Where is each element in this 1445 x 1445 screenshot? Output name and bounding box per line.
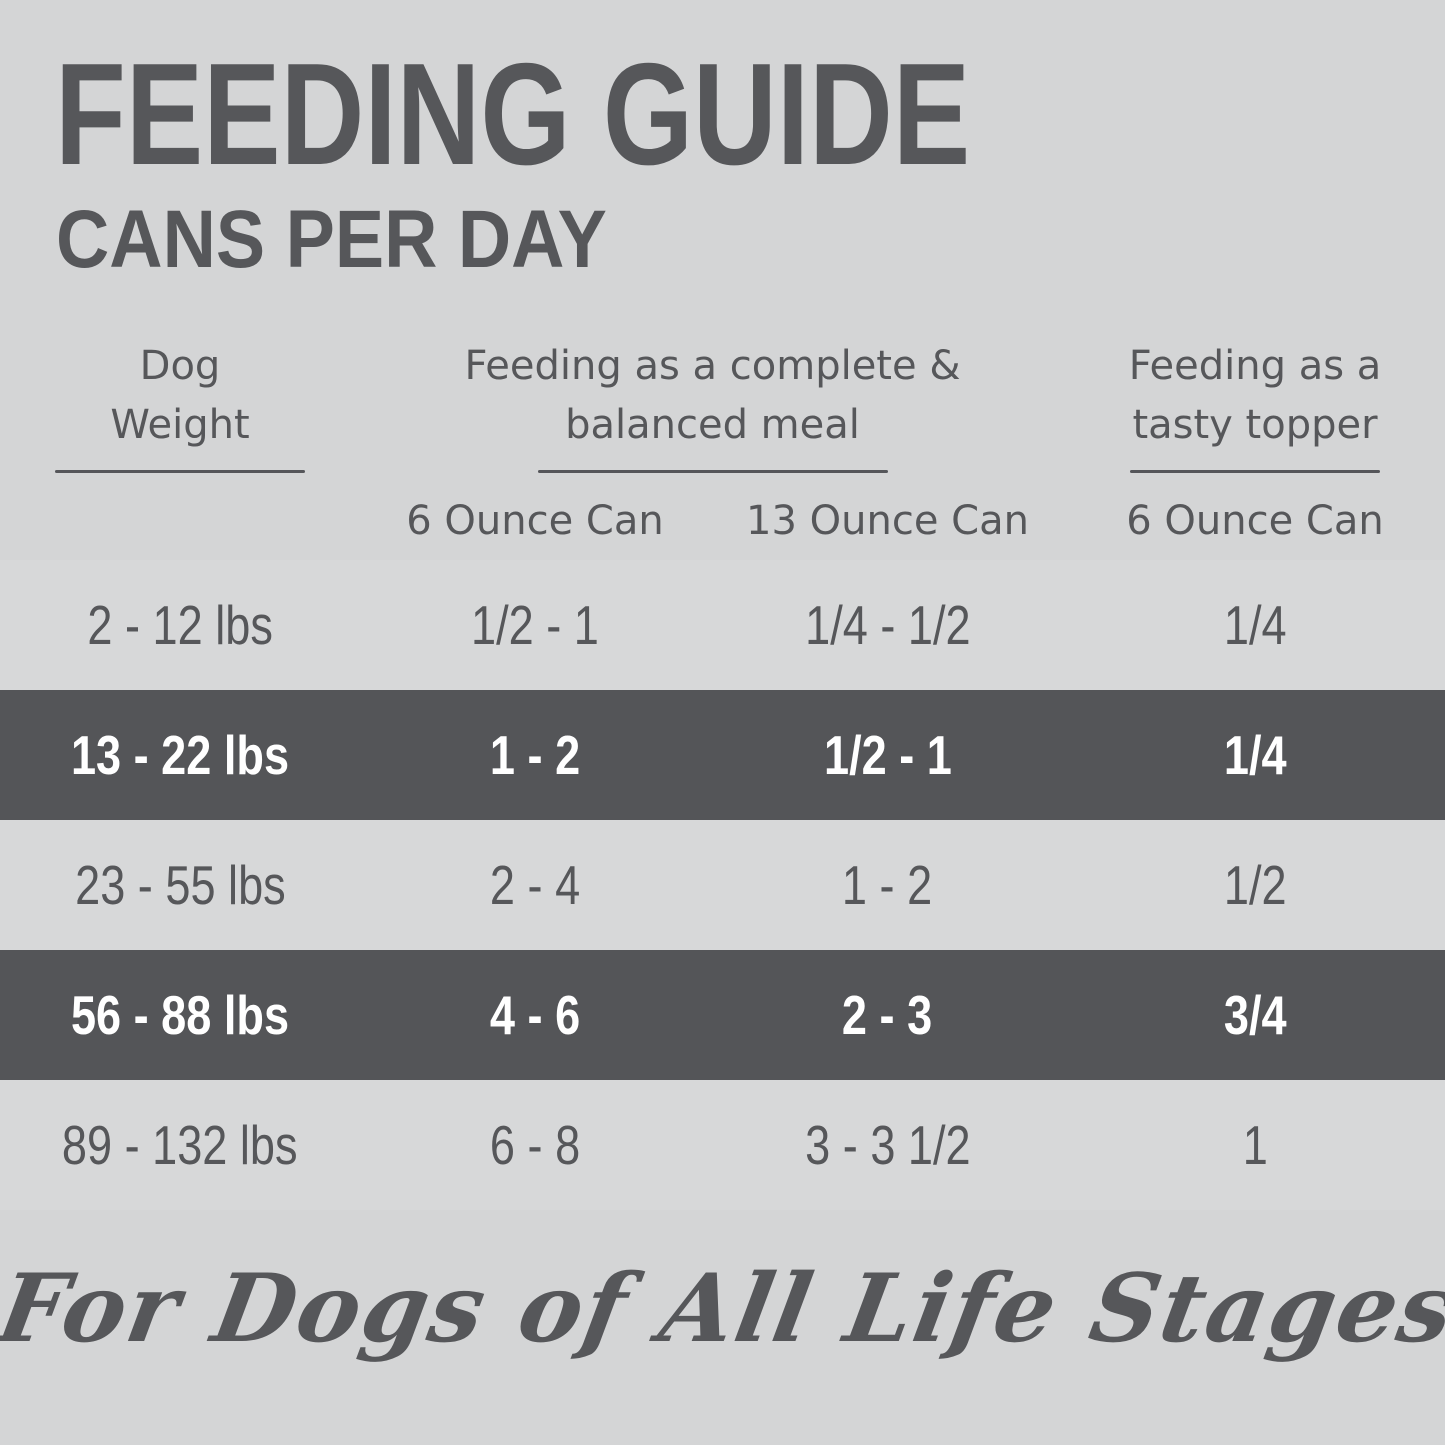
- col-header-tasty-topper: Feeding as a tasty topper: [1128, 343, 1382, 448]
- cell-6oz-cans: 4 - 6: [489, 983, 581, 1046]
- cell-6oz-cans: 1/2 - 1: [471, 593, 599, 656]
- table-row: 56 - 88 lbs 4 - 6 2 - 3 3/4: [0, 950, 1445, 1080]
- cell-dog-weight: 89 - 132 lbs: [62, 1113, 298, 1176]
- cell-topper-cans: 1/4: [1223, 593, 1287, 656]
- subheader-6oz-topper-can: 6 Ounce Can: [1126, 498, 1384, 544]
- tagline-script: For Dogs of All Life Stages: [0, 1254, 1445, 1364]
- cell-dog-weight: 23 - 55 lbs: [74, 853, 286, 916]
- col-header-complete-meal-cell: Feeding as a complete & balanced meal: [360, 337, 1065, 473]
- table-row: 2 - 12 lbs 1/2 - 1 1/4 - 1/2 1/4: [0, 560, 1445, 690]
- cell-13oz-cans: 1 - 2: [842, 853, 933, 916]
- page-title: FEEDING GUIDE: [55, 33, 971, 195]
- table-header-row: Dog Weight Feeding as a complete & balan…: [0, 337, 1445, 473]
- cell-13oz-cans: 3 - 3 1/2: [804, 1113, 971, 1176]
- col-header-complete-meal: Feeding as a complete & balanced meal: [464, 343, 961, 448]
- table-body: 2 - 12 lbs 1/2 - 1 1/4 - 1/2 1/4 13 - 22…: [0, 560, 1445, 1210]
- cell-6oz-cans: 6 - 8: [489, 1113, 581, 1176]
- cell-topper-cans: 1: [1242, 1113, 1268, 1176]
- title-block: FEEDING GUIDE: [55, 42, 1445, 187]
- cell-6oz-cans: 1 - 2: [489, 723, 581, 786]
- cell-dog-weight: 13 - 22 lbs: [70, 723, 290, 786]
- cell-6oz-cans: 2 - 4: [489, 853, 581, 916]
- cell-topper-cans: 1/4: [1223, 723, 1287, 786]
- cell-13oz-cans: 2 - 3: [842, 983, 933, 1046]
- subheader-6oz-can: 6 Ounce Can: [406, 498, 664, 544]
- cell-topper-cans: 1/2: [1223, 853, 1287, 916]
- page-subtitle: CANS PER DAY: [56, 194, 607, 285]
- header-underline: [537, 470, 888, 473]
- col-header-tasty-topper-cell: Feeding as a tasty topper: [1065, 337, 1445, 473]
- col-header-dog-weight-cell: Dog Weight: [0, 337, 360, 473]
- cell-dog-weight: 56 - 88 lbs: [70, 983, 290, 1046]
- subtitle-block: CANS PER DAY: [56, 199, 1445, 281]
- subheader-spacer: [0, 498, 360, 544]
- subheader-13oz-can: 13 Ounce Can: [746, 498, 1029, 544]
- header-underline: [55, 470, 305, 473]
- cell-13oz-cans: 1/2 - 1: [823, 723, 952, 786]
- col-header-dog-weight: Dog Weight: [110, 343, 250, 448]
- header-underline: [1130, 470, 1380, 473]
- table-row: 23 - 55 lbs 2 - 4 1 - 2 1/2: [0, 820, 1445, 950]
- cell-13oz-cans: 1/4 - 1/2: [804, 593, 971, 656]
- cell-topper-cans: 3/4: [1223, 983, 1287, 1046]
- table-row: 89 - 132 lbs 6 - 8 3 - 3 1/2 1: [0, 1080, 1445, 1210]
- table-row: 13 - 22 lbs 1 - 2 1/2 - 1 1/4: [0, 690, 1445, 820]
- tagline-block: For Dogs of All Life Stages: [0, 1254, 1445, 1364]
- table-subheader-row: 6 Ounce Can 13 Ounce Can 6 Ounce Can: [0, 498, 1445, 544]
- cell-dog-weight: 2 - 12 lbs: [87, 593, 273, 656]
